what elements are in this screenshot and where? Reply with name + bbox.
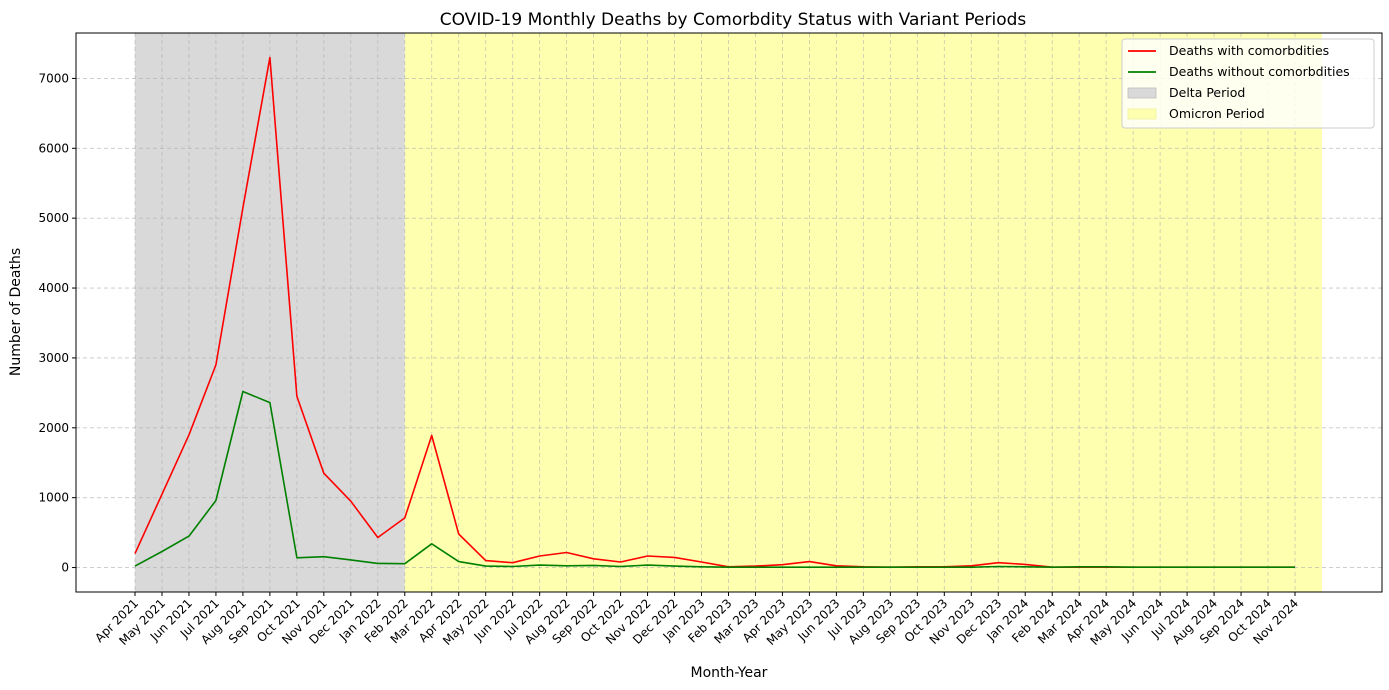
plot-frame: [75, 32, 1383, 593]
y-axis-label: Number of Deaths: [8, 248, 24, 376]
period-delta-period: [135, 33, 405, 592]
y-tick-label: 6000: [38, 141, 69, 155]
y-axis: 0 1000 2000 3000 4000 5000 6000 7000: [38, 71, 76, 575]
chart-title: COVID-19 Monthly Deaths by Comorbdity St…: [440, 10, 1027, 30]
legend-swatch: [1127, 108, 1157, 120]
y-tick-label: 4000: [38, 281, 69, 295]
series-line-deaths-without-comorbdities: [134, 390, 1295, 569]
legend: Deaths with comorbdities Deaths without c…: [1121, 38, 1375, 129]
legend-label: Delta Period: [1169, 85, 1245, 100]
series-lines: [134, 56, 1295, 569]
y-tick-label: 2000: [38, 421, 69, 435]
y-tick-label: 3000: [38, 351, 69, 365]
legend-label: Deaths with comorbdities: [1169, 43, 1329, 58]
y-tick-label: 1000: [38, 491, 69, 505]
x-axis-label: Month-Year: [691, 665, 768, 681]
legend-label: Omicron Period: [1169, 106, 1265, 121]
y-tick-label: 7000: [38, 71, 69, 85]
legend-label: Deaths without comorbdities: [1169, 64, 1350, 79]
y-tick-label: 0: [61, 561, 69, 575]
y-tick-label: 5000: [38, 211, 69, 225]
legend-box: [1121, 38, 1375, 129]
legend-swatch: [1127, 87, 1157, 99]
